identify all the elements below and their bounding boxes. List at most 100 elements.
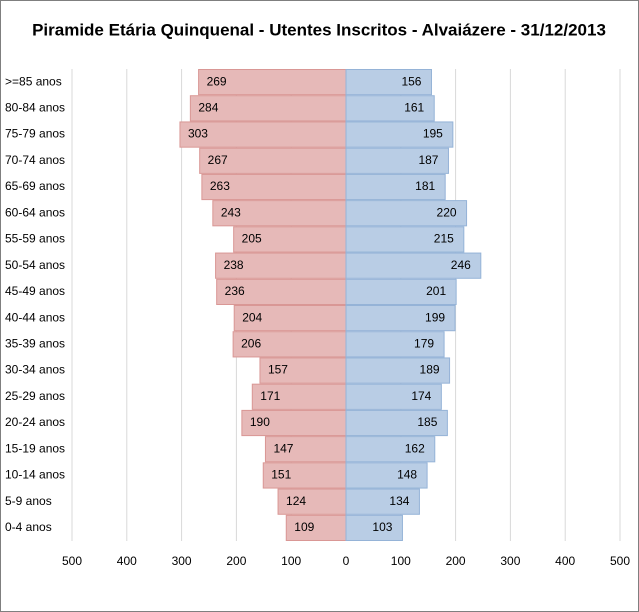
bar [345,252,482,279]
data-label: 236 [225,284,245,298]
bar [345,226,465,253]
data-label: 269 [207,74,227,88]
bar [345,436,436,463]
bar [345,462,428,489]
y-tick-label: 55-59 anos [5,232,65,246]
data-label: 204 [242,310,262,324]
y-tick-label: 50-54 anos [5,258,65,272]
data-label: 179 [414,337,434,351]
y-tick-label: 20-24 anos [5,415,65,429]
bar [233,305,347,332]
bar [251,383,347,410]
bar [345,173,446,201]
y-tick-label: 80-84 anos [5,101,65,115]
bar [264,436,347,463]
data-label: 190 [250,415,270,429]
x-tick-label: 100 [281,554,301,568]
bar [345,95,435,122]
data-label: 263 [210,179,230,193]
data-label: 161 [404,101,424,115]
bar [345,409,448,437]
y-tick-label: 0-4 anos [5,520,52,534]
bar [345,383,442,410]
data-label: 147 [273,441,293,455]
data-label: 189 [420,363,440,377]
data-label: 134 [389,494,409,508]
data-label: 267 [208,153,228,167]
bar [345,331,445,358]
data-label: 181 [415,179,435,193]
x-tick-label: 300 [500,554,520,568]
data-label: 185 [417,415,437,429]
data-label: 220 [437,205,457,219]
data-label: 157 [268,363,288,377]
y-tick-label: 40-44 anos [5,310,65,324]
bar [216,278,347,305]
data-label: 187 [418,153,438,167]
bar [345,514,403,541]
data-label: 246 [451,258,471,272]
bar [285,514,347,541]
data-label: 174 [411,389,431,403]
y-tick-label: 70-74 anos [5,153,65,167]
x-tick-label: 500 [610,554,630,568]
data-label: 201 [426,284,446,298]
bar [345,488,420,515]
bar [262,462,347,489]
data-label: 103 [372,520,392,534]
data-label: 303 [188,127,208,141]
x-tick-label: 500 [62,554,82,568]
y-tick-label: 5-9 anos [5,494,52,508]
data-label: 284 [198,101,218,115]
data-label: 109 [294,520,314,534]
x-tick-label: 300 [172,554,192,568]
y-tick-label: 15-19 anos [5,441,65,455]
y-tick-label: 25-29 anos [5,389,65,403]
bar [345,357,451,384]
bar [232,331,347,358]
x-tick-label: 200 [226,554,246,568]
data-label: 215 [434,232,454,246]
x-tick-label: 400 [555,554,575,568]
bar [199,147,347,174]
bar [345,147,449,174]
x-tick-label: 100 [391,554,411,568]
bar [212,200,347,227]
data-label: 148 [397,468,417,482]
bar [345,200,468,227]
data-label: 124 [286,494,306,508]
x-tick-label: 400 [117,554,137,568]
bar [277,488,347,515]
x-tick-label: 0 [343,554,350,568]
bar [215,252,347,279]
y-tick-label: 45-49 anos [5,284,65,298]
y-tick-label: 60-64 anos [5,205,65,219]
data-label: 243 [221,205,241,219]
y-tick-label: 10-14 anos [5,468,65,482]
y-tick-label: 65-69 anos [5,179,65,193]
chart-title: Piramide Etária Quinquenal - Utentes Ins… [32,20,606,39]
data-label: 238 [224,258,244,272]
data-label: 195 [423,127,443,141]
x-tick-label: 200 [446,554,466,568]
data-label: 199 [425,310,445,324]
bar [201,173,347,201]
data-label: 156 [401,74,421,88]
bar [345,305,456,332]
bar [198,69,347,96]
data-label: 162 [405,441,425,455]
data-label: 206 [241,337,261,351]
data-label: 151 [271,468,291,482]
bar [345,278,457,305]
y-tick-label: 75-79 anos [5,127,65,141]
y-tick-label: 30-34 anos [5,363,65,377]
bar [259,357,347,384]
bar [179,121,347,148]
y-tick-label: 35-39 anos [5,337,65,351]
data-label: 205 [242,232,262,246]
bar [241,409,347,437]
bar [345,69,432,96]
data-label: 171 [260,389,280,403]
y-tick-label: >=85 anos [5,74,62,88]
